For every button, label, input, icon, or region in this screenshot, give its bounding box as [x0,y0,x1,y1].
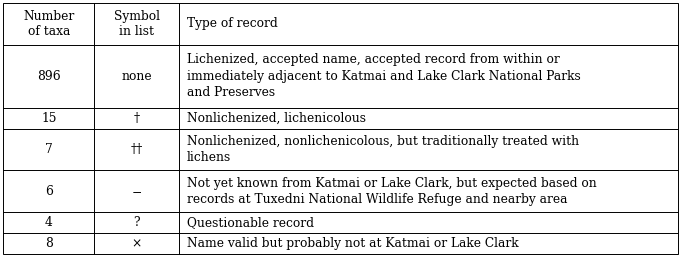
Text: Lichenized, accepted name, accepted record from within or
immediately adjacent t: Lichenized, accepted name, accepted reco… [187,53,581,99]
Text: 8: 8 [45,237,53,250]
Text: Number
of taxa: Number of taxa [23,10,74,38]
Text: Type of record: Type of record [187,17,278,30]
Text: Questionable record: Questionable record [187,216,314,230]
Text: ?: ? [133,216,140,230]
Text: −: − [131,185,142,198]
Text: 896: 896 [37,70,61,82]
Text: ††: †† [131,143,143,156]
Text: 4: 4 [45,216,53,230]
Text: Symbol
in list: Symbol in list [114,10,159,38]
Text: †: † [133,112,140,124]
Text: 15: 15 [41,112,57,124]
Text: Nonlichenized, lichenicolous: Nonlichenized, lichenicolous [187,112,366,124]
Text: 7: 7 [45,143,53,156]
Text: Name valid but probably not at Katmai or Lake Clark: Name valid but probably not at Katmai or… [187,237,518,250]
Text: 6: 6 [45,185,53,198]
Text: none: none [121,70,152,82]
Text: ×: × [131,237,142,250]
Text: Not yet known from Katmai or Lake Clark, but expected based on
records at Tuxedn: Not yet known from Katmai or Lake Clark,… [187,177,597,206]
Text: Nonlichenized, nonlichenicolous, but traditionally treated with
lichens: Nonlichenized, nonlichenicolous, but tra… [187,135,579,164]
